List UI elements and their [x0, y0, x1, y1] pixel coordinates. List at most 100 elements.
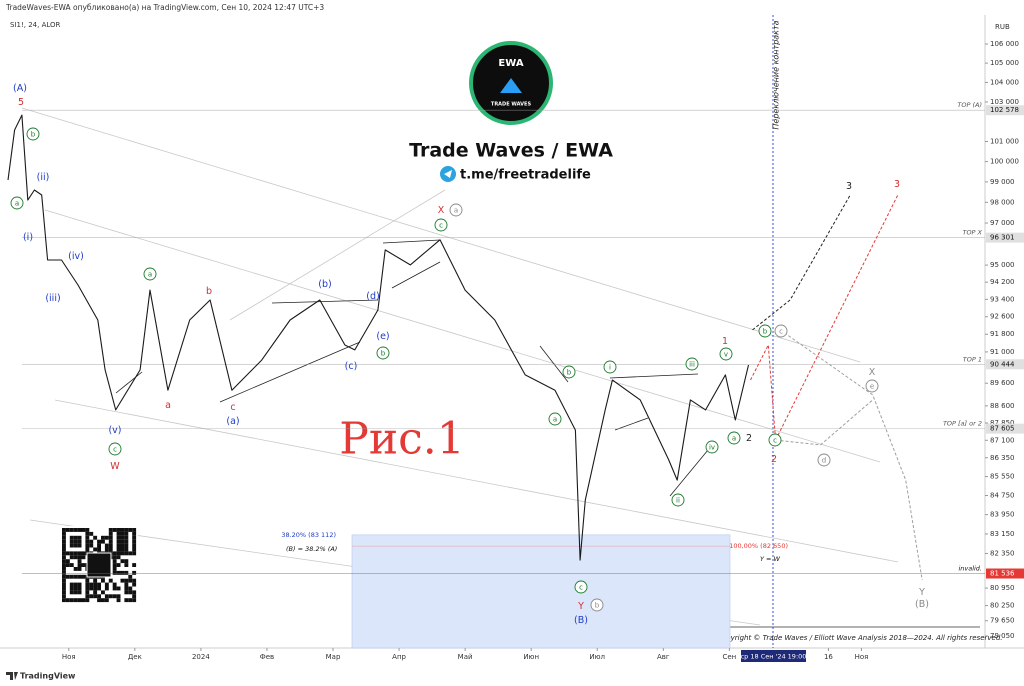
- wave-label: a: [148, 271, 152, 279]
- trendline: [115, 371, 143, 394]
- qr-module: [101, 539, 105, 544]
- wave-label: c: [439, 222, 443, 230]
- qr-module: [132, 590, 137, 595]
- qr-module: [132, 594, 137, 599]
- x-tick-label: Июл: [589, 653, 605, 661]
- qr-module: [73, 535, 78, 540]
- qr-module: [120, 547, 125, 552]
- wave-circle: [376, 346, 390, 360]
- qr-module: [69, 543, 74, 548]
- qr-module: [132, 543, 137, 548]
- qr-module: [73, 586, 78, 591]
- qr-module: [97, 539, 101, 544]
- x-tick-label: Мар: [326, 653, 341, 661]
- logo: EWA TRADE WAVES: [469, 41, 553, 125]
- qr-module: [112, 528, 117, 532]
- trendline: [219, 341, 361, 403]
- qr-module: [73, 582, 78, 587]
- wave-label: i: [609, 364, 611, 372]
- fib-note: Y = W: [760, 555, 781, 563]
- wave-label: X: [438, 205, 445, 216]
- y-tick-label: 95 000: [990, 261, 1015, 269]
- wave-label: 1: [722, 336, 728, 347]
- qr-module: [132, 535, 137, 540]
- wave-label: ii: [676, 497, 680, 505]
- telegram-plane: [444, 170, 452, 178]
- y-tick-label: 98 000: [990, 198, 1015, 206]
- qr-module: [97, 582, 101, 587]
- qr-module: [89, 539, 94, 544]
- qr-module: [77, 563, 82, 567]
- wave-label: c: [113, 446, 117, 454]
- wave-label: (B): [574, 615, 588, 626]
- qr-module: [62, 535, 66, 540]
- qr-module: [93, 586, 98, 591]
- qr-module: [97, 547, 101, 552]
- wave-circle: [548, 412, 562, 426]
- wave-label: iii: [689, 361, 695, 369]
- wave-circle: [671, 493, 685, 507]
- qr-module: [128, 574, 133, 579]
- qr-module: [104, 535, 109, 540]
- qr-module: [112, 586, 117, 591]
- qr-module: [108, 539, 113, 544]
- y-tick-label: 88 600: [990, 402, 1015, 410]
- y-tick-label: 83 150: [990, 530, 1015, 538]
- y-tick-label: 84 750: [990, 491, 1015, 499]
- wave-circle: [562, 365, 576, 379]
- qr-module: [116, 531, 121, 536]
- qr-module: [116, 543, 121, 548]
- qr-module: [108, 547, 113, 552]
- wave-label: (v): [108, 425, 121, 436]
- wave-label: 5: [18, 97, 24, 108]
- qr-module: [85, 582, 90, 587]
- y-tick-label: 104 000: [990, 78, 1019, 86]
- y-tick-label: 87 100: [990, 436, 1015, 444]
- qr-module: [104, 582, 109, 587]
- x-tick-label: Ноя: [62, 653, 76, 661]
- wave-label: (A): [13, 83, 27, 94]
- qr-module: [132, 539, 137, 544]
- channel-line: [44, 209, 881, 463]
- telegram-link[interactable]: t.me/freetradelife: [460, 168, 591, 183]
- qr-module: [69, 586, 74, 591]
- wave-circle: [817, 453, 831, 467]
- x-tick-label: Сен: [722, 653, 736, 661]
- qr-module: [124, 551, 129, 556]
- qr-module: [104, 586, 109, 591]
- qr-module: [124, 578, 129, 583]
- qr-module: [85, 543, 90, 548]
- qr-module: [116, 570, 121, 575]
- qr-module: [116, 598, 121, 603]
- qr-module: [85, 539, 90, 544]
- qr-module: [104, 543, 109, 548]
- qr-module: [120, 535, 125, 540]
- level-label: TOP X: [962, 229, 982, 237]
- qr-module: [62, 582, 66, 587]
- wave-label: c: [230, 402, 235, 413]
- qr-module: [128, 578, 133, 583]
- qr-module: [132, 582, 137, 587]
- x-tick-label: Июн: [523, 653, 539, 661]
- qr-module: [73, 574, 78, 579]
- level-price-box: [986, 105, 1024, 116]
- qr-module: [62, 543, 66, 548]
- channel-line: [229, 189, 446, 321]
- wave-label: (a): [226, 416, 239, 427]
- qr-module: [81, 574, 86, 579]
- y-tick-label: 100 000: [990, 158, 1019, 166]
- qr-module: [116, 551, 121, 556]
- wave-label: 2: [746, 433, 752, 444]
- qr-module: [77, 555, 82, 560]
- wave-label: v: [724, 351, 728, 359]
- qr-module: [101, 535, 105, 540]
- level-price-box: [986, 568, 1024, 579]
- qr-module: [124, 547, 129, 552]
- y-tick-label: 93 400: [990, 295, 1015, 303]
- qr-module: [112, 555, 117, 560]
- qr-module: [89, 543, 94, 548]
- wave-label: b: [567, 369, 572, 377]
- y-tick-label: 103 000: [990, 98, 1019, 106]
- qr-module: [124, 563, 129, 567]
- y-tick-label: 92 600: [990, 313, 1015, 321]
